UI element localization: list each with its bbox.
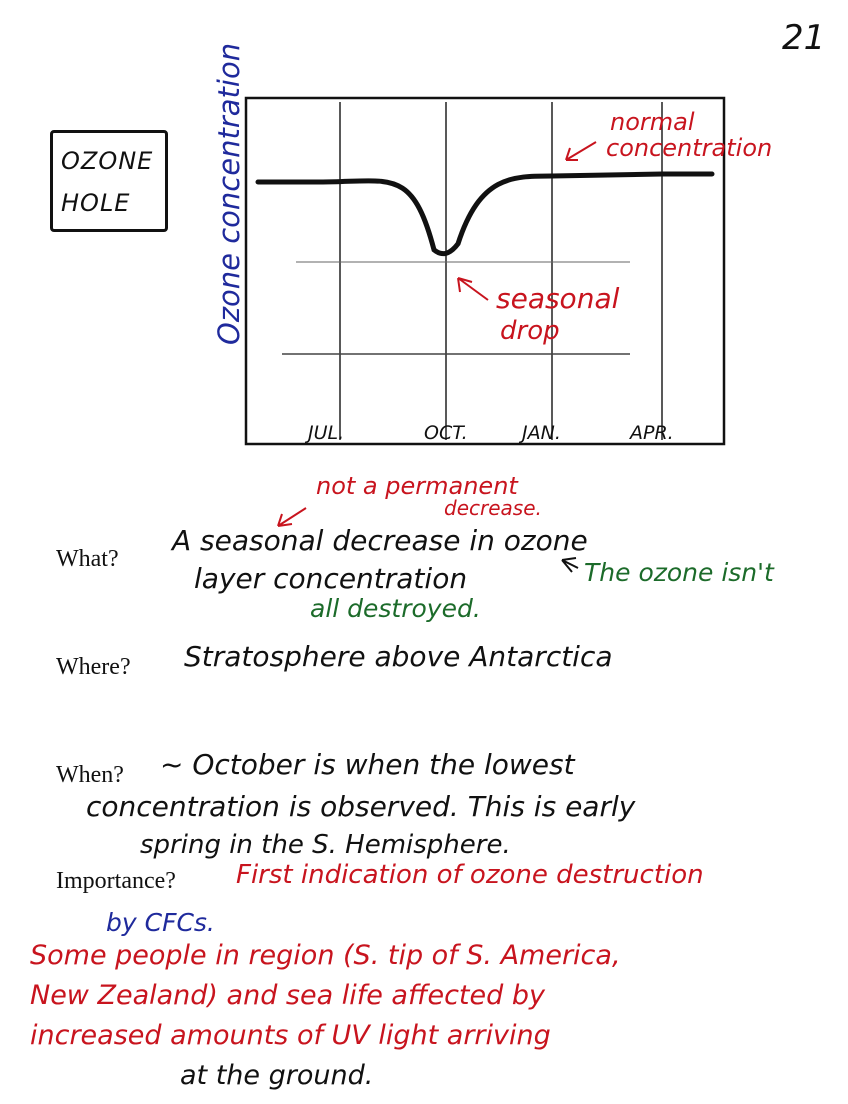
importance-line-4: New Zealand) and sea life affected by [30, 980, 545, 1011]
what-note-green-2: all destroyed. [310, 594, 481, 623]
ozone-curve [258, 174, 712, 254]
arrow-drop [458, 278, 488, 300]
importance-label: Importance? [56, 868, 176, 895]
importance-line-5: increased amounts of UV light arriving [30, 1020, 551, 1051]
what-note-green-1: The ozone isn't [584, 558, 774, 587]
where-label: Where? [56, 654, 131, 681]
arrow-green [562, 558, 578, 572]
annotation-normal-line2: concentration [606, 134, 772, 162]
annotation-not-permanent-line2: decrease. [444, 496, 542, 520]
what-label: What? [56, 546, 119, 573]
annotation-drop-line2: drop [500, 316, 560, 346]
importance-line-1: First indication of ozone destruction [236, 860, 704, 890]
importance-line-6: at the ground. [180, 1060, 373, 1091]
when-line-2: concentration is observed. This is early [86, 790, 635, 823]
when-line-3: spring in the S. Hemisphere. [140, 830, 511, 860]
x-label-oct: OCT. [424, 422, 468, 444]
what-line-1: A seasonal decrease in ozone [172, 524, 588, 557]
x-label-jan: JAN. [522, 422, 561, 444]
x-label-jul: JUL. [308, 422, 344, 444]
what-line-2: layer concentration [194, 562, 467, 595]
x-label-apr: APR. [630, 422, 674, 444]
annotation-drop-line1: seasonal [496, 282, 619, 315]
importance-line-3: Some people in region (S. tip of S. Amer… [30, 940, 621, 971]
arrow-normal [566, 142, 596, 160]
where-text: Stratosphere above Antarctica [184, 640, 613, 673]
importance-line-2: by CFCs. [106, 908, 215, 937]
when-line-1: ~ October is when the lowest [160, 748, 575, 781]
when-label: When? [56, 762, 124, 789]
annotation-normal-line1: normal [610, 108, 695, 136]
